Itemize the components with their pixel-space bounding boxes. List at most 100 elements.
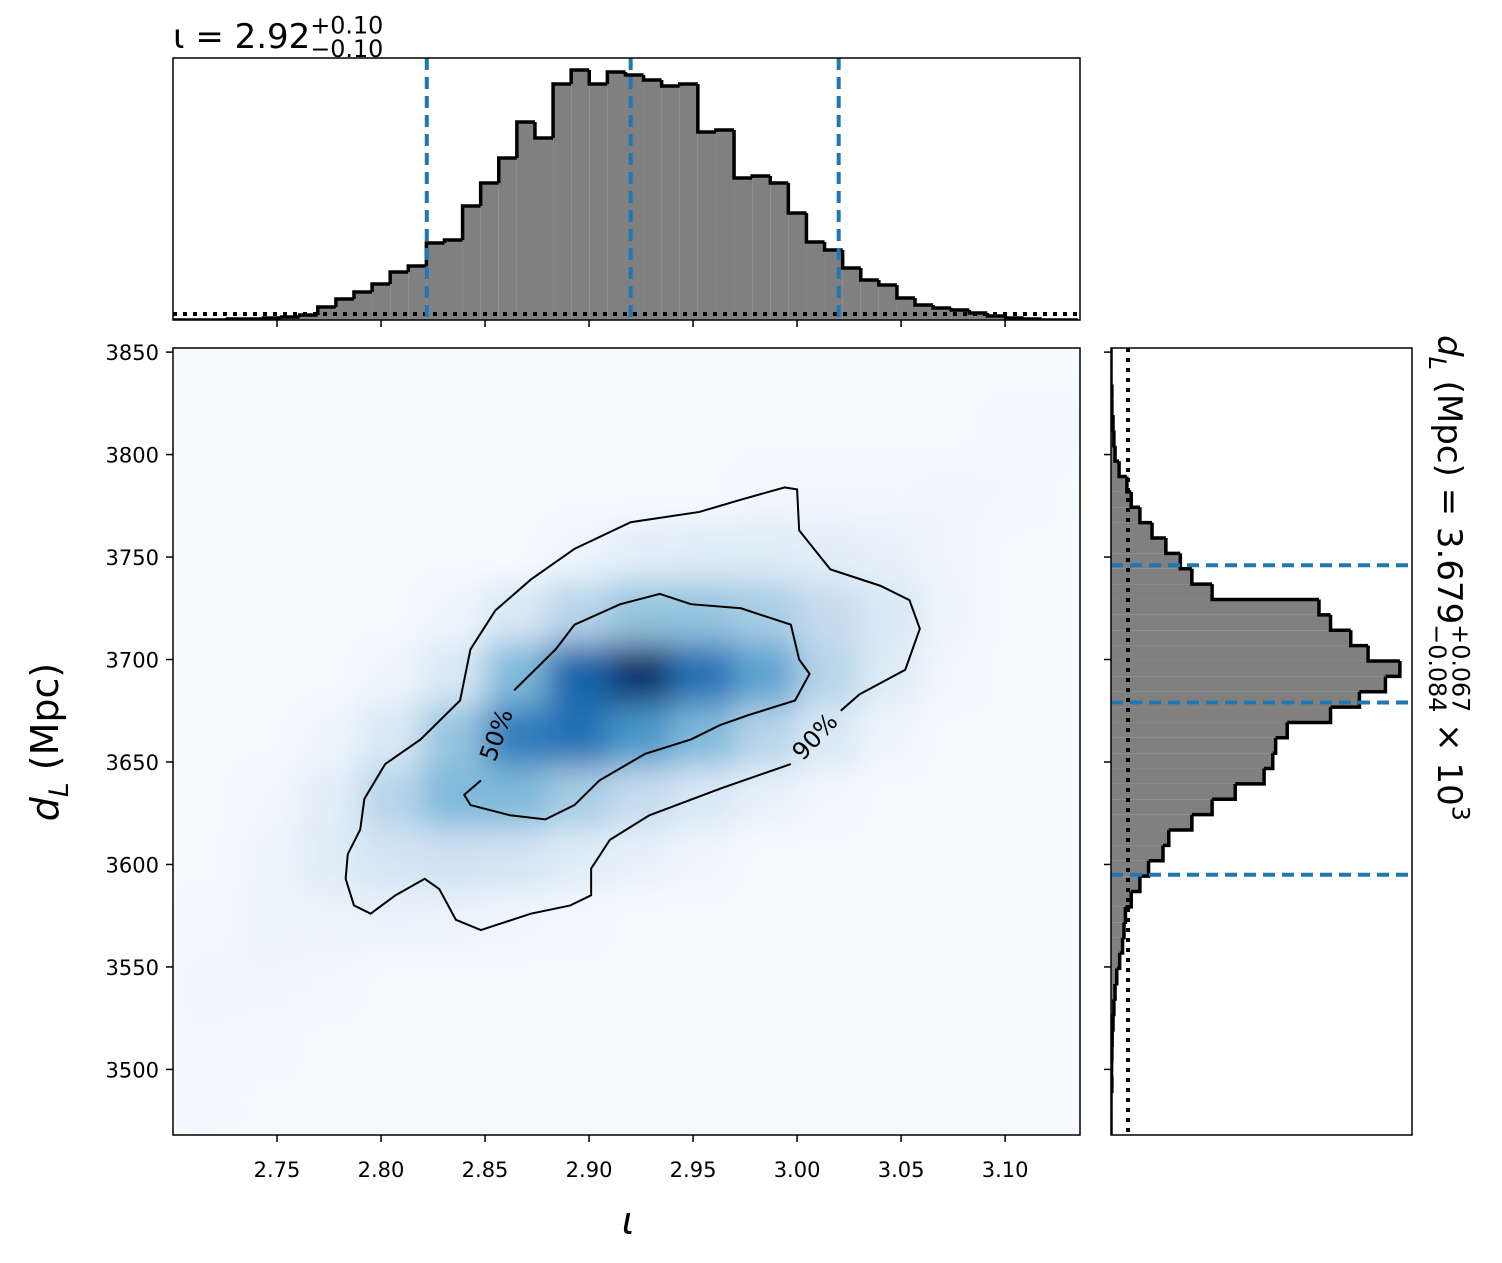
histogram-bar bbox=[1111, 845, 1163, 861]
histogram-bar bbox=[1111, 768, 1265, 784]
histogram-bar bbox=[1111, 922, 1124, 938]
histogram-bar bbox=[1111, 676, 1386, 692]
density-cell bbox=[671, 888, 736, 952]
density-cell bbox=[796, 642, 860, 706]
histogram-bar bbox=[1111, 891, 1132, 907]
histogram-bar bbox=[1111, 645, 1369, 661]
density-cell bbox=[858, 642, 923, 706]
density-cell bbox=[484, 642, 548, 706]
histogram-step bbox=[732, 130, 753, 180]
histogram-bar bbox=[661, 86, 680, 320]
histogram-step bbox=[1359, 676, 1388, 694]
histogram-bar bbox=[1111, 783, 1236, 800]
density-cell bbox=[734, 581, 798, 644]
histogram-step bbox=[515, 120, 535, 158]
histogram-bar bbox=[1111, 584, 1213, 600]
histogram-bar bbox=[878, 285, 897, 320]
histogram-step bbox=[931, 305, 952, 310]
histogram-bar bbox=[1111, 507, 1140, 523]
density-cell bbox=[671, 396, 736, 460]
density-cell bbox=[173, 581, 236, 644]
density-cell bbox=[671, 827, 736, 890]
histogram-step bbox=[1131, 876, 1142, 894]
density-cell bbox=[297, 396, 361, 460]
density-cell bbox=[858, 827, 923, 890]
histogram-bar bbox=[842, 268, 861, 320]
density-cell bbox=[546, 765, 611, 829]
density-cell bbox=[609, 581, 673, 644]
density-cell bbox=[671, 1073, 736, 1135]
histogram-step bbox=[569, 68, 590, 84]
density-cell bbox=[484, 1011, 548, 1075]
density-cell bbox=[422, 348, 486, 398]
density-cell bbox=[796, 519, 860, 583]
density-cell bbox=[734, 704, 798, 767]
density-cell bbox=[297, 1073, 361, 1135]
density-cell bbox=[796, 1011, 860, 1075]
histogram-bar bbox=[1111, 799, 1213, 815]
density-cell bbox=[484, 458, 548, 521]
density-cell bbox=[921, 348, 985, 398]
plot-area bbox=[173, 348, 1080, 1135]
density-cell bbox=[297, 950, 361, 1013]
density-cell bbox=[234, 519, 299, 583]
plot-area bbox=[1111, 348, 1412, 1135]
histogram-step bbox=[1138, 507, 1153, 525]
density-cell bbox=[671, 704, 736, 767]
density-cell bbox=[671, 519, 736, 583]
axes-frame bbox=[172, 57, 1081, 321]
histogram-bar bbox=[1111, 691, 1360, 708]
density-cell bbox=[734, 950, 798, 1013]
histogram-step bbox=[1212, 783, 1237, 802]
histogram-bar bbox=[969, 313, 988, 320]
density-cell bbox=[173, 642, 236, 706]
histogram-bar bbox=[553, 84, 572, 320]
density-cell bbox=[671, 348, 736, 398]
density-cell bbox=[234, 348, 299, 398]
density-cell bbox=[359, 458, 424, 521]
label-text: ι = 2.92 +0.10−0.10 bbox=[173, 12, 383, 63]
y-tick-label: 3850 bbox=[106, 341, 159, 365]
density-cell bbox=[546, 396, 611, 460]
histogram-step bbox=[442, 238, 463, 243]
density-cell bbox=[234, 458, 299, 521]
x-tick-label: 2.90 bbox=[566, 1158, 613, 1182]
histogram-step bbox=[1148, 845, 1165, 863]
density-cell bbox=[484, 1073, 548, 1135]
density-cell bbox=[983, 1073, 1048, 1135]
histogram-step bbox=[1125, 891, 1133, 909]
density-cell bbox=[422, 581, 486, 644]
density-cell bbox=[921, 396, 985, 460]
histogram-step bbox=[1115, 968, 1119, 986]
histogram-step bbox=[352, 290, 373, 299]
histogram-bar bbox=[788, 213, 807, 320]
density-cell bbox=[734, 458, 798, 521]
density-cell bbox=[359, 827, 424, 890]
histogram-bar bbox=[498, 158, 517, 320]
histogram-bar bbox=[589, 84, 608, 320]
density-cell bbox=[796, 704, 860, 767]
histogram-bar bbox=[408, 266, 427, 320]
histogram-step bbox=[1111, 1014, 1115, 1032]
density-cell bbox=[234, 765, 299, 829]
histogram-step bbox=[822, 242, 843, 252]
density-cell bbox=[297, 704, 361, 767]
histogram-step bbox=[1191, 799, 1214, 817]
histogram-step bbox=[1272, 737, 1278, 755]
density-cell bbox=[1046, 1073, 1080, 1135]
histogram-step bbox=[1164, 537, 1181, 556]
histogram-step bbox=[1139, 860, 1151, 878]
density-cell bbox=[1046, 1011, 1080, 1075]
density-cell bbox=[609, 950, 673, 1013]
label-part: × 10 bbox=[1429, 712, 1469, 805]
histogram-step bbox=[1113, 445, 1120, 463]
histogram-step bbox=[1123, 906, 1128, 925]
density-cell bbox=[484, 827, 548, 890]
histogram-step bbox=[804, 213, 825, 244]
density-cell bbox=[983, 519, 1048, 583]
plot-area bbox=[173, 58, 1080, 320]
density-cell bbox=[734, 1011, 798, 1075]
label-part: d bbox=[1429, 335, 1469, 357]
